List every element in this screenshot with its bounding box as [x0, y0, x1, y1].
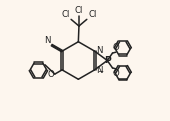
Text: N: N: [96, 66, 103, 75]
Text: O: O: [47, 70, 54, 79]
Text: O: O: [113, 68, 120, 78]
Text: P: P: [104, 56, 111, 65]
Text: Cl: Cl: [62, 10, 70, 19]
Text: N: N: [45, 36, 51, 45]
Text: Cl: Cl: [75, 6, 83, 15]
Text: −: −: [97, 69, 104, 75]
Text: Cl: Cl: [88, 10, 96, 19]
Text: O: O: [113, 43, 120, 53]
Text: N: N: [96, 46, 103, 55]
